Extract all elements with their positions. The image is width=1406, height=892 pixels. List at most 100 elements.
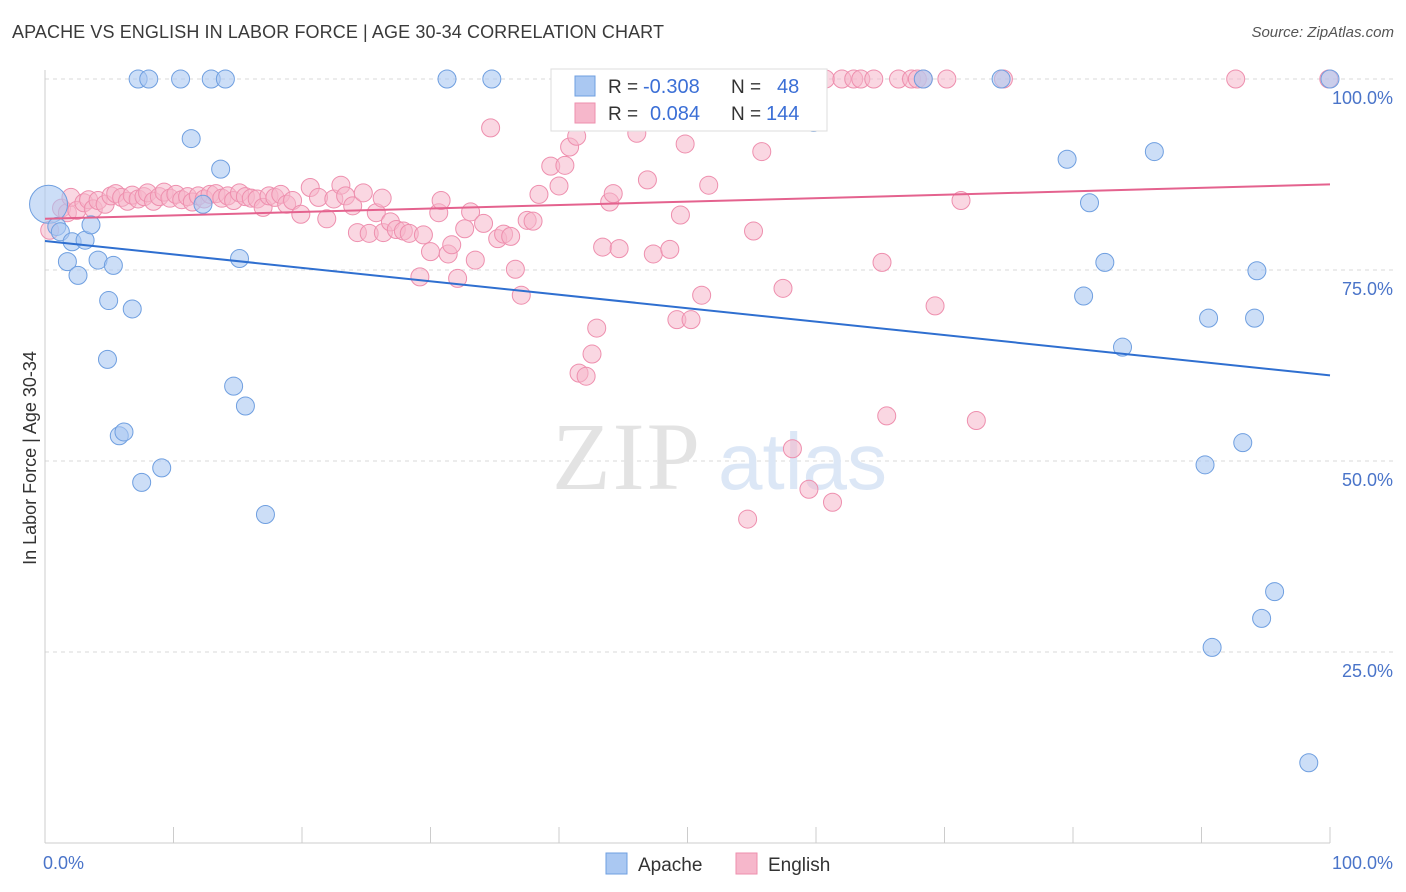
trend-lines <box>44 183 1331 377</box>
english-point <box>421 242 440 262</box>
legend-apache-r-value: -0.308 <box>643 76 700 98</box>
apache-point <box>1074 286 1094 306</box>
legend-english-n-value: 144 <box>766 103 799 125</box>
y-tick-label: 75.0% <box>1342 279 1393 299</box>
english-point <box>523 211 543 231</box>
apache-point <box>1057 149 1077 169</box>
apache-point <box>122 299 142 319</box>
apache-point <box>255 504 275 524</box>
english-point <box>872 252 892 272</box>
english-point <box>505 259 525 279</box>
apache-point <box>1233 433 1253 453</box>
chart-source: Source: ZipAtlas.com <box>1251 24 1394 41</box>
apache-point <box>437 69 457 89</box>
apache-point <box>913 69 933 89</box>
legend-swatch-english <box>574 102 596 124</box>
apache-point <box>1320 69 1340 89</box>
english-point <box>413 225 433 245</box>
apache-point <box>1245 308 1265 328</box>
english-point <box>353 183 373 203</box>
apache-point <box>1252 608 1272 628</box>
y-tick-label: 100.0% <box>1332 88 1393 108</box>
english-point <box>609 239 629 259</box>
legend-bottom-swatch-apache <box>605 852 628 875</box>
english-point <box>681 310 701 330</box>
english-point <box>455 219 475 239</box>
legend-top-box <box>550 68 828 132</box>
english-point <box>555 155 575 175</box>
apache-point <box>139 69 159 89</box>
english-point <box>410 267 430 287</box>
english-point <box>643 244 663 264</box>
apache-point <box>1095 252 1115 272</box>
apache-point <box>99 291 119 311</box>
apache-point <box>1265 582 1285 602</box>
english-point <box>637 170 657 190</box>
watermark: ZIP atlas <box>552 403 887 510</box>
legend-swatch-apache <box>574 75 596 97</box>
y-tick-label: 50.0% <box>1342 470 1393 490</box>
legend-top: R = -0.308 N = 48 R = 0.084 N = 144 <box>550 68 828 132</box>
apache-point <box>103 255 123 275</box>
apache-point <box>482 69 502 89</box>
english-point <box>317 209 337 229</box>
y-tick-labels: 100.0% 75.0% 50.0% 25.0% <box>1332 88 1393 681</box>
y-axis-title: In Labor Force | Age 30-34 <box>20 351 40 565</box>
legend-bottom-swatch-english <box>735 852 758 875</box>
english-point <box>529 184 549 204</box>
legend-english-r-label: R = <box>608 104 638 125</box>
apache-point <box>1202 637 1222 657</box>
english-point <box>699 175 719 195</box>
chart-title: APACHE VS ENGLISH IN LABOR FORCE | AGE 3… <box>12 22 665 42</box>
english-point <box>877 406 897 426</box>
english-point <box>501 226 521 246</box>
english-point <box>474 213 494 233</box>
apache-point <box>57 252 77 272</box>
apache-point <box>68 265 88 285</box>
apache-point <box>1199 308 1219 328</box>
english-point <box>587 318 607 338</box>
english-point <box>431 190 451 210</box>
english-point <box>481 118 501 138</box>
english-point <box>511 285 531 305</box>
x-tick-label-left: 0.0% <box>43 853 84 873</box>
english-point <box>660 239 680 259</box>
english-point <box>675 134 695 154</box>
english-point <box>773 278 793 298</box>
legend-bottom: Apache English <box>605 852 830 876</box>
apache-point <box>97 349 117 369</box>
apache-point <box>152 458 172 478</box>
english-point <box>738 509 758 529</box>
y-gridlines <box>45 78 1395 653</box>
apache-trend-line <box>44 239 1331 377</box>
english-point <box>442 235 462 255</box>
legend-bottom-apache-label: Apache <box>638 855 702 876</box>
english-point <box>291 204 311 224</box>
english-point <box>582 344 602 364</box>
apache-point <box>1144 142 1164 162</box>
legend-apache-r-label: R = <box>608 77 638 98</box>
apache-point <box>235 396 255 416</box>
apache-point <box>81 215 101 235</box>
english-point <box>576 366 596 386</box>
apache-point <box>215 69 235 89</box>
english-point <box>823 492 843 512</box>
legend-apache-n-value: 48 <box>777 76 799 98</box>
apache-point <box>1080 193 1100 213</box>
english-point <box>692 285 712 305</box>
legend-apache-n-label: N = <box>731 77 761 98</box>
legend-english-r-value: 0.084 <box>650 103 700 125</box>
apache-point <box>181 129 201 149</box>
english-point <box>799 479 819 499</box>
english-point <box>951 190 971 210</box>
english-point <box>1226 69 1246 89</box>
legend-english-n-label: N = <box>731 104 761 125</box>
english-point <box>465 250 485 270</box>
english-point <box>372 188 392 208</box>
apache-point <box>211 159 231 179</box>
apache-point <box>991 69 1011 89</box>
english-point <box>864 69 884 89</box>
apache-point <box>1113 337 1133 357</box>
english-point <box>549 176 569 196</box>
english-point <box>603 184 623 204</box>
